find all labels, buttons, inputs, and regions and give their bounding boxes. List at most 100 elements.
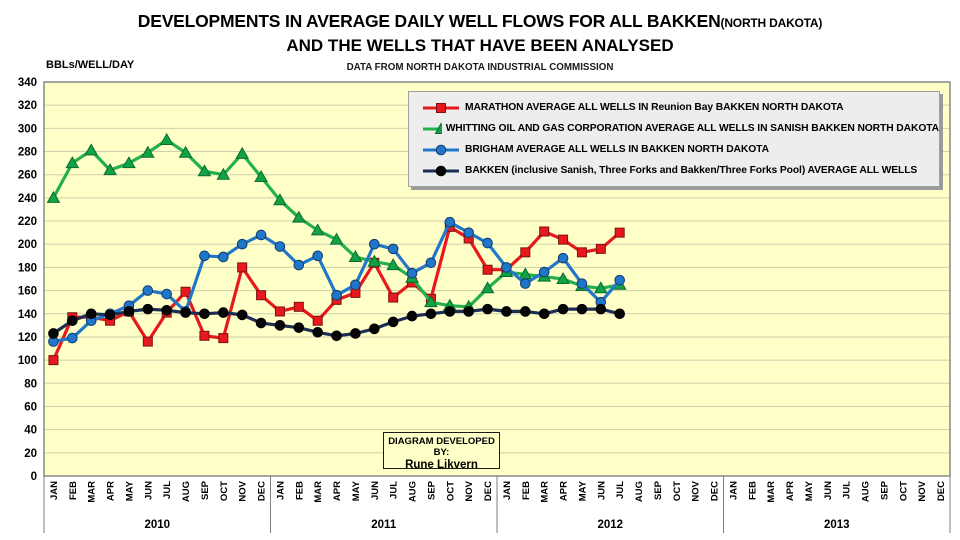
brigham-point [350,279,361,291]
month-tick-label: NOV [917,480,928,501]
y-tick-label: 140 [18,309,37,321]
bakken-point [67,315,78,327]
whiting-point [291,210,306,223]
bakken-point [538,308,550,320]
month-tick-label: JUN [370,481,381,500]
month-tick-label: MAY [804,480,815,501]
whiting-point [386,258,401,271]
bakken-point [520,306,531,317]
whiting-point [65,156,80,169]
bakken-point [425,308,437,320]
month-tick-label: APR [559,481,570,501]
marathon-point [180,286,191,297]
month-tick-label: DEC [483,481,494,501]
month-tick-label: APR [106,481,117,501]
month-tick-label: JUL [842,481,853,499]
brigham-point [331,289,342,301]
month-tick-label: SEP [426,480,437,500]
month-tick-label: JUL [389,481,400,499]
whiting-point [273,193,287,206]
whiting-point [593,281,608,294]
bakken-point [48,328,59,339]
month-tick-label: FEB [521,481,532,500]
bakken-point [482,303,493,315]
month-tick-label: NOV [238,480,249,501]
y-tick-label: 320 [18,100,37,112]
bakken-point [85,308,97,320]
bakken-point [576,303,588,315]
bakken-point [199,308,210,320]
legend-label-whiting: WHITTING OIL AND GAS CORPORATION AVERAGE… [445,123,939,134]
month-tick-label: JAN [728,481,739,500]
y-tick-label: 160 [18,286,37,298]
brigham-point [255,229,267,241]
legend-item-whiting: WHITTING OIL AND GAS CORPORATION AVERAGE… [421,118,939,139]
brigham-point [67,332,78,344]
whiting-point [159,132,174,145]
bakken-point [614,308,625,320]
brigham-point [557,252,569,264]
y-tick-label: 220 [18,216,37,228]
month-tick-label: MAR [313,481,324,503]
brigham-point [369,238,380,250]
brigham-point [218,251,229,263]
marathon-point [199,330,210,341]
month-tick-label: FEB [294,481,305,500]
month-tick-label: AUG [861,481,872,502]
brigham-point [312,250,323,262]
brigham-point [538,266,550,278]
marathon-point [520,247,531,258]
bakken-point [123,306,135,317]
y-tick-label: 340 [18,77,37,89]
y-tick-label: 280 [18,147,37,159]
whiting-point [103,163,117,176]
diagram-credit-box: DIAGRAM DEVELOPED BY: Rune Likvern [383,432,500,471]
y-tick-label: 300 [18,123,37,135]
marathon-point [558,234,569,245]
diagram-credit-label: DIAGRAM DEVELOPED BY: [388,436,495,458]
marathon-point [293,301,304,312]
month-tick-label: OCT [672,481,683,501]
marathon-point [595,243,606,254]
bakken-point [218,307,229,318]
marathon-point [256,290,267,301]
marathon-point [218,333,229,344]
whiting-point [254,170,268,183]
marathon-point [482,264,493,275]
whiting-point [197,164,212,177]
year-label: 2010 [144,519,170,531]
chart-title-line1: DEVELOPMENTS IN AVERAGE DAILY WELL FLOWS… [0,11,960,32]
brigham-point [614,274,625,286]
legend-label-bakken: BAKKEN (inclusive Sanish, Three Forks an… [465,165,918,176]
bakken-point [312,327,323,338]
whiting-point [556,271,570,284]
marathon-point [576,247,587,258]
whiting-point [140,145,155,158]
bakken-point [369,323,380,335]
whiting-point [122,156,136,169]
month-tick-label: OCT [445,481,456,501]
year-label: 2012 [597,519,623,531]
legend-item-brigham: BRIGHAM AVERAGE ALL WELLS IN BAKKEN NORT… [421,139,939,160]
brigham-point [142,285,154,296]
brigham-point [501,262,512,273]
year-label: 2011 [371,519,397,531]
marathon-point [142,336,153,347]
y-tick-label: 100 [18,355,37,367]
year-label: 2013 [824,519,850,531]
marathon-point [539,226,550,237]
y-tick-label: 60 [24,401,37,413]
month-tick-label: JUN [596,481,607,500]
bakken-point [501,306,512,317]
whiting-point [216,167,231,180]
month-tick-label: MAY [124,480,135,501]
bakken-point [274,320,286,331]
legend-label-marathon: MARATHON AVERAGE ALL WELLS IN Reunion Ba… [465,102,844,113]
y-tick-label: 20 [24,448,37,460]
series-brigham [48,216,625,347]
bakken-point [557,303,569,315]
y-tick-label: 260 [18,170,37,182]
brigham-point [274,241,286,252]
whiting-point [84,143,99,156]
y-axis-unit-label: BBLs/WELL/DAY [46,59,135,71]
